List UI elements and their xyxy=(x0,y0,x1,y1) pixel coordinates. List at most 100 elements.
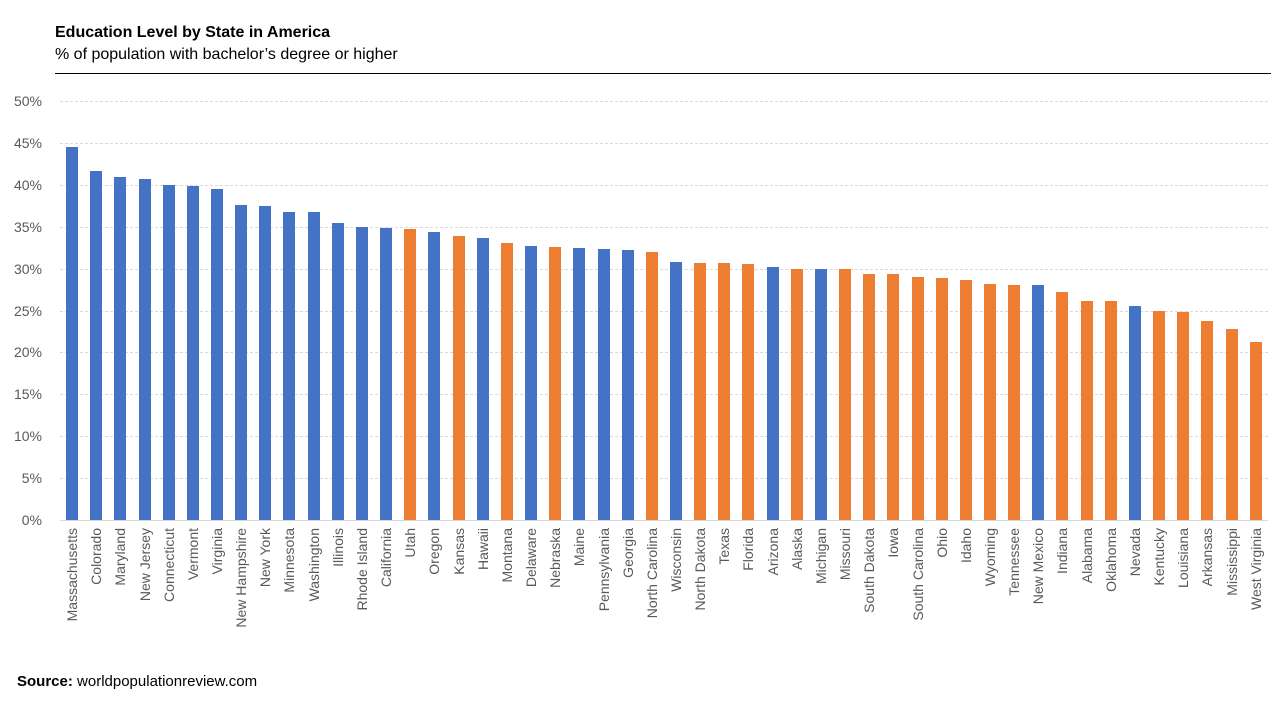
bar-slot-tennessee: Tennessee xyxy=(1002,101,1026,596)
bar-georgia xyxy=(621,250,634,520)
x-axis-label-louisiana: Louisiana xyxy=(1175,528,1192,588)
bar-iowa xyxy=(887,274,900,520)
bar-slot-new-york: New York xyxy=(253,101,277,587)
bar-series: Massachusetts Colorado Maryland New Jersey C… xyxy=(60,101,1268,628)
x-axis-label-oklahoma: Oklahoma xyxy=(1102,528,1119,592)
y-axis-tick-label: 0% xyxy=(21,512,42,528)
bar-slot-rhode-island: Rhode Island xyxy=(350,101,374,611)
bar-slot-montana: Montana xyxy=(495,101,519,582)
bar-arkansas xyxy=(1201,320,1214,520)
bar-slot-south-dakota: South Dakota xyxy=(857,101,881,613)
bar-nevada xyxy=(1128,306,1141,520)
bar-hawaii xyxy=(476,238,489,520)
bar-slot-vermont: Vermont xyxy=(181,101,205,580)
bar-slot-texas: Texas xyxy=(712,101,736,565)
bar-slot-colorado: Colorado xyxy=(84,101,108,585)
x-axis-label-missouri: Missouri xyxy=(837,528,854,581)
bar-slot-hawaii: Hawaii xyxy=(471,101,495,570)
bar-north-carolina xyxy=(645,251,658,520)
x-axis-label-north-carolina: North Carolina xyxy=(643,528,660,619)
x-axis-label-georgia: Georgia xyxy=(619,528,636,578)
gridline xyxy=(60,268,1268,270)
bar-massachusetts xyxy=(66,147,79,520)
bar-slot-illinois: Illinois xyxy=(326,101,350,567)
source-value: worldpopulationreview.com xyxy=(72,673,258,690)
gridline xyxy=(60,101,1268,102)
x-axis-label-utah: Utah xyxy=(402,528,419,558)
source-note: Source: worldpopulationreview.com xyxy=(17,673,257,690)
gridline xyxy=(60,310,1268,312)
bar-slot-massachusetts: Massachusetts xyxy=(60,101,84,621)
source-label: Source: xyxy=(17,673,73,690)
y-axis-tick-label: 15% xyxy=(13,386,42,403)
bar-maine xyxy=(573,247,586,520)
x-axis-label-new-jersey: New Jersey xyxy=(136,528,153,602)
x-axis-label-florida: Florida xyxy=(740,528,757,571)
x-axis-label-idaho: Idaho xyxy=(957,528,974,564)
x-axis-label-new-hampshire: New Hampshire xyxy=(233,528,250,628)
x-axis-label-connecticut: Connecticut xyxy=(160,528,177,602)
x-axis-label-virginia: Virginia xyxy=(209,528,226,575)
y-axis-tick-label: 40% xyxy=(13,176,42,193)
x-axis-label-vermont: Vermont xyxy=(184,528,201,581)
x-axis-label-indiana: Indiana xyxy=(1054,528,1071,574)
bar-slot-utah: Utah xyxy=(398,101,422,558)
x-axis-label-maine: Maine xyxy=(571,528,588,567)
bar-slot-alabama: Alabama xyxy=(1075,101,1099,583)
bar-alaska xyxy=(790,268,803,520)
x-axis-label-michigan: Michigan xyxy=(812,528,829,585)
y-axis-tick-label: 30% xyxy=(13,260,42,277)
x-axis-label-south-dakota: South Dakota xyxy=(861,528,878,613)
bar-rhode-island xyxy=(355,226,368,520)
bar-slot-oklahoma: Oklahoma xyxy=(1099,101,1123,592)
x-axis-label-illinois: Illinois xyxy=(329,528,346,567)
x-axis-label-maryland: Maryland xyxy=(112,528,129,586)
bar-tennessee xyxy=(1008,284,1021,520)
bar-slot-nebraska: Nebraska xyxy=(543,101,567,588)
x-axis-label-south-carolina: South Carolina xyxy=(909,528,926,621)
bar-slot-louisiana: Louisiana xyxy=(1171,101,1195,588)
bar-kansas xyxy=(452,235,465,520)
bar-slot-maine: Maine xyxy=(567,101,591,566)
bar-west-virginia xyxy=(1249,341,1262,520)
y-axis-tick-label: 35% xyxy=(13,218,42,235)
bar-slot-missouri: Missouri xyxy=(833,101,857,580)
x-axis-label-mississippi: Mississippi xyxy=(1223,528,1240,596)
bar-slot-kansas: Kansas xyxy=(447,101,471,575)
x-axis-label-tennessee: Tennessee xyxy=(1006,528,1023,596)
bar-slot-connecticut: Connecticut xyxy=(157,101,181,602)
x-axis-label-colorado: Colorado xyxy=(88,528,105,585)
y-axis-tick-label: 10% xyxy=(13,428,42,445)
bar-slot-new-mexico: New Mexico xyxy=(1026,101,1050,604)
bar-slot-iowa: Iowa xyxy=(881,101,905,558)
bar-slot-arkansas: Arkansas xyxy=(1195,101,1219,586)
bar-vermont xyxy=(186,186,199,520)
bar-slot-maryland: Maryland xyxy=(108,101,132,586)
y-axis: 50% 45% 40% 35% 30% 25% 20% 15% 10% 5% 0% xyxy=(0,93,44,528)
x-axis-label-alaska: Alaska xyxy=(788,528,805,571)
bar-missouri xyxy=(839,269,852,520)
x-axis-label-wyoming: Wyoming xyxy=(982,528,999,587)
x-axis-label-new-york: New York xyxy=(257,528,274,588)
x-axis-label-ohio: Ohio xyxy=(933,528,950,558)
x-axis-label-montana: Montana xyxy=(498,528,515,583)
bar-slot-nevada: Nevada xyxy=(1123,101,1147,576)
bar-slot-new-jersey: New Jersey xyxy=(132,101,156,601)
x-axis-label-iowa: Iowa xyxy=(885,528,902,558)
x-axis-label-arizona: Arizona xyxy=(764,528,781,576)
bar-slot-ohio: Ohio xyxy=(930,101,954,558)
bar-florida xyxy=(742,264,755,520)
bar-illinois xyxy=(331,223,344,520)
bar-slot-north-carolina: North Carolina xyxy=(640,101,664,618)
bar-south-carolina xyxy=(911,276,924,520)
bar-ohio xyxy=(935,277,948,520)
bar-slot-washington: Washington xyxy=(302,101,326,601)
bar-slot-wisconsin: Wisconsin xyxy=(664,101,688,592)
gridline xyxy=(60,394,1268,396)
chart-header: Education Level by State in America % of… xyxy=(55,22,1271,74)
bar-maryland xyxy=(114,177,127,520)
bar-slot-indiana: Indiana xyxy=(1050,101,1074,574)
bar-slot-west-virginia: West Virginia xyxy=(1244,101,1268,610)
x-axis-label-alabama: Alabama xyxy=(1078,528,1095,584)
bar-colorado xyxy=(90,171,103,520)
